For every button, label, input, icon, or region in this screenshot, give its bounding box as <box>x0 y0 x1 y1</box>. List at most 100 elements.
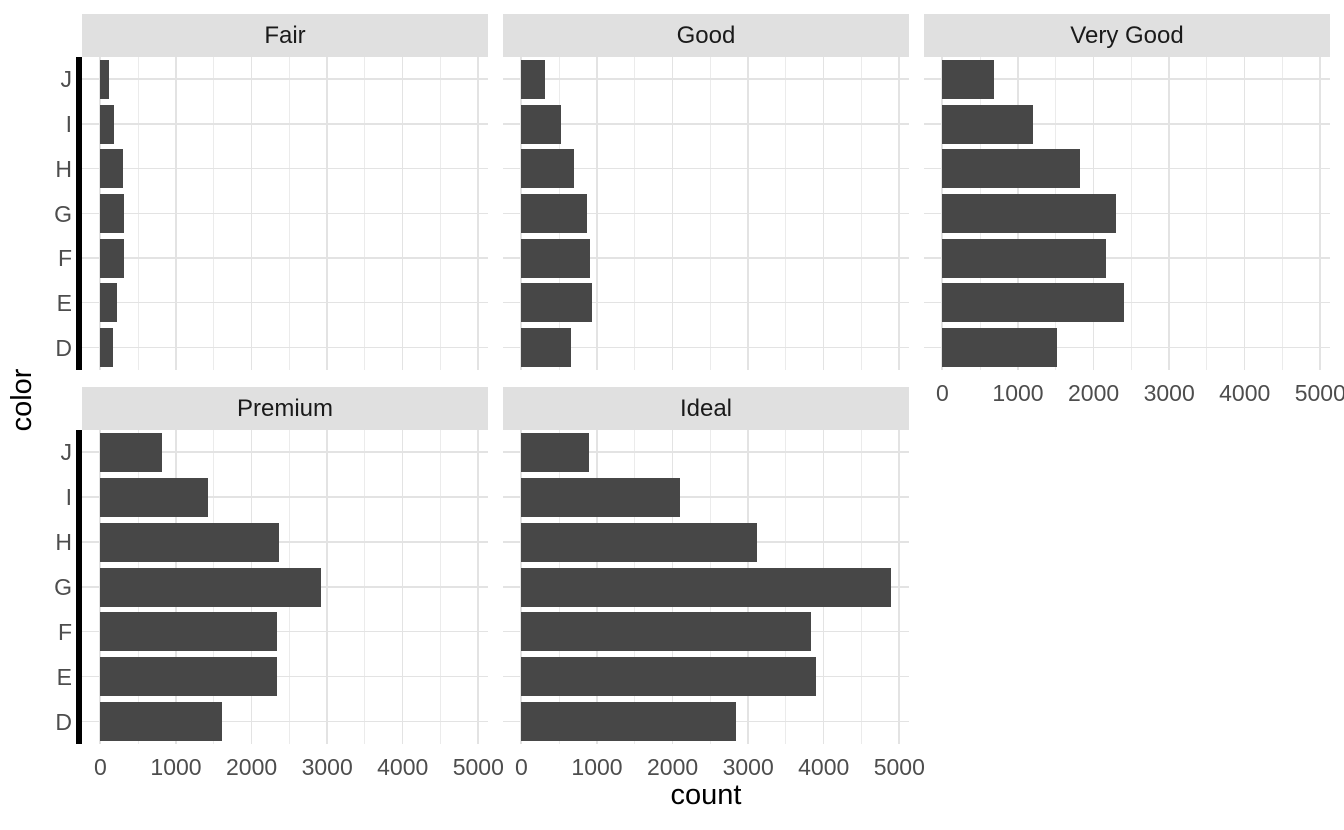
bar-E <box>100 283 118 323</box>
grid-major-line <box>924 346 1330 349</box>
x-tick-label: 4000 <box>1219 380 1271 406</box>
grid-major-line <box>82 541 488 543</box>
x-tick-label: 4000 <box>377 754 429 780</box>
grid-major-line <box>924 301 1330 304</box>
bar-I <box>521 104 561 144</box>
grid-major-line <box>82 257 488 259</box>
x-tick-label: 4000 <box>798 754 850 780</box>
facet-strip: Ideal <box>503 387 909 430</box>
facet-strip: Premium <box>82 387 488 430</box>
x-tick-label: 2000 <box>647 754 699 780</box>
y-axis-title: color <box>6 368 38 432</box>
x-tick-label: 1000 <box>992 380 1044 406</box>
panel-premium <box>82 430 488 744</box>
grid-major-line <box>503 257 909 259</box>
grid-major-line <box>503 167 909 170</box>
y-tick-label: H <box>55 155 72 182</box>
bar-D <box>100 328 113 368</box>
grid-major-line <box>503 301 909 304</box>
facet-strip-label: Good <box>676 21 736 49</box>
bar-F <box>100 238 125 278</box>
grid-major-line <box>82 630 488 633</box>
bar-G <box>942 194 1117 233</box>
grid-major-line <box>82 675 488 678</box>
bar-I <box>100 477 209 517</box>
y-tick-label: G <box>54 574 72 600</box>
grid-major-line <box>503 496 909 498</box>
bar-D <box>942 328 1057 368</box>
y-tick-label: G <box>54 200 72 227</box>
grid-major-line <box>82 346 488 349</box>
bar-D <box>521 702 736 742</box>
bar-E <box>942 283 1124 323</box>
facet-strip-label: Premium <box>236 394 333 422</box>
bar-J <box>521 432 590 472</box>
bar-D <box>100 702 222 742</box>
panel-good <box>503 57 909 370</box>
grid-major-line <box>924 167 1330 170</box>
y-tick-label: I <box>65 111 72 138</box>
bar-F <box>521 612 811 652</box>
grid-major-line <box>503 78 909 80</box>
grid-major-line <box>82 167 488 170</box>
grid-major-line <box>82 123 488 125</box>
grid-major-line <box>503 451 909 453</box>
y-tick-label: H <box>55 529 72 556</box>
x-tick-label: 3000 <box>301 754 353 780</box>
y-tick-label: E <box>56 289 72 316</box>
bar-H <box>521 149 575 189</box>
x-tick-label: 0 <box>515 754 528 780</box>
panel-very-good <box>924 57 1330 370</box>
x-tick-label: 1000 <box>571 754 623 780</box>
bar-J <box>100 432 162 472</box>
bar-H <box>100 522 279 562</box>
bar-H <box>100 149 124 189</box>
bar-H <box>942 149 1081 189</box>
x-tick-label: 3000 <box>722 754 774 780</box>
y-axis-line <box>76 57 82 370</box>
panel-fair <box>82 57 488 370</box>
bar-J <box>942 59 994 99</box>
grid-major-line <box>82 212 488 214</box>
bar-D <box>521 328 572 368</box>
y-tick-label: J <box>60 439 73 466</box>
x-tick-label: 2000 <box>1068 380 1120 406</box>
grid-major-line <box>924 78 1330 80</box>
facet-strip-label: Ideal <box>679 394 733 422</box>
bar-G <box>100 567 322 607</box>
facet-strip: Very Good <box>924 14 1330 57</box>
grid-major-line <box>503 212 909 214</box>
y-tick-label: E <box>56 663 72 690</box>
panel-ideal <box>503 430 909 744</box>
bar-G <box>100 194 125 233</box>
x-tick-label: 2000 <box>226 754 278 780</box>
facet-strip: Fair <box>82 14 488 57</box>
facet-strip: Good <box>503 14 909 57</box>
bar-I <box>942 104 1034 144</box>
y-tick-label: I <box>65 484 72 511</box>
grid-major-line <box>82 301 488 304</box>
bar-J <box>100 59 110 99</box>
bar-I <box>100 104 114 144</box>
y-tick-label: D <box>55 334 72 361</box>
x-tick-label: 0 <box>936 380 949 406</box>
x-tick-label: 1000 <box>150 754 202 780</box>
bar-H <box>521 522 757 562</box>
x-tick-label: 5000 <box>873 754 925 780</box>
bar-E <box>521 657 817 697</box>
y-tick-label: F <box>57 618 72 645</box>
bar-J <box>521 59 545 99</box>
grid-major-line <box>503 346 909 349</box>
bar-G <box>521 194 588 233</box>
grid-major-line <box>924 123 1330 125</box>
x-axis-title: count <box>670 779 742 811</box>
grid-major-line <box>924 257 1330 259</box>
facet-strip-label: Very Good <box>1070 21 1184 49</box>
x-tick-label: 5000 <box>452 754 504 780</box>
grid-major-line <box>82 496 488 498</box>
bar-F <box>521 238 591 278</box>
grid-major-line <box>924 212 1330 214</box>
x-tick-label: 5000 <box>1294 380 1344 406</box>
y-axis-line <box>76 430 82 744</box>
